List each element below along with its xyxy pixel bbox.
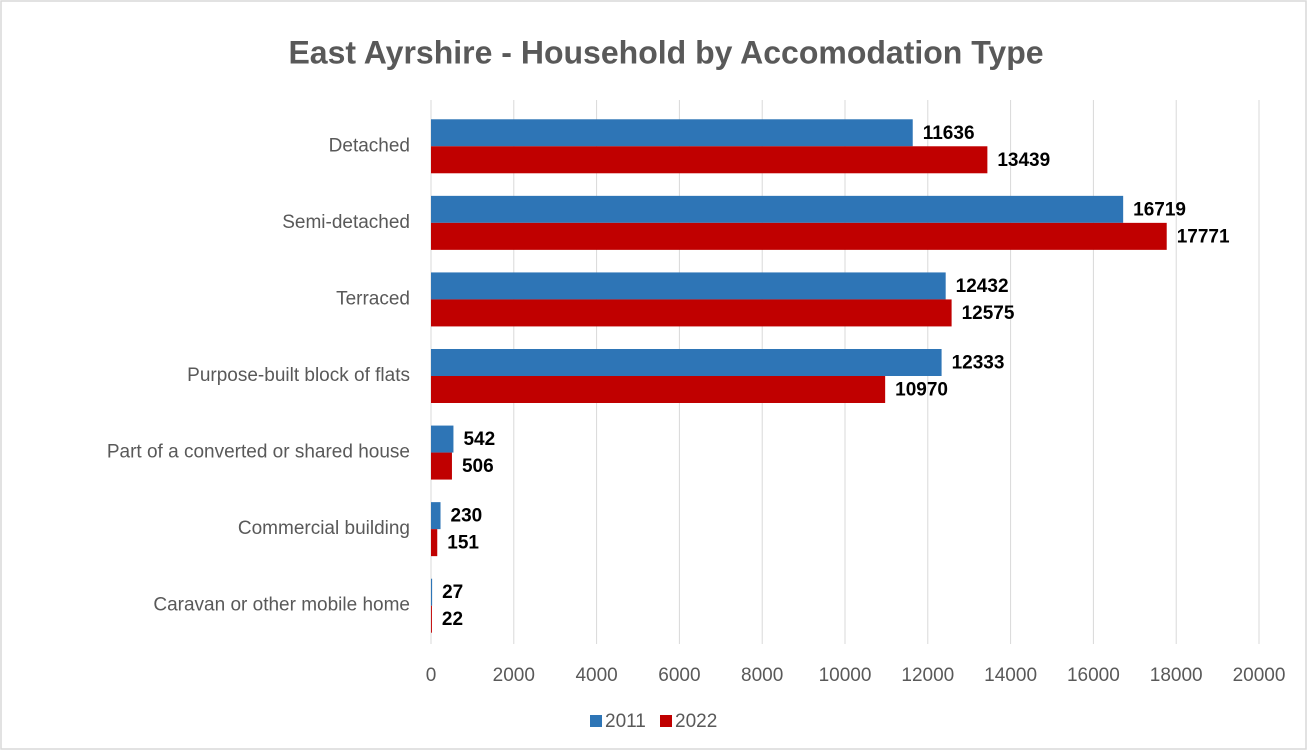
bar (431, 502, 441, 530)
legend-swatch (590, 715, 602, 727)
bar (431, 272, 946, 300)
bar (431, 578, 433, 606)
y-tick-label: Terraced (336, 288, 410, 309)
y-tick-label: Semi-detached (282, 212, 410, 233)
data-label: 22 (442, 609, 463, 630)
y-tick-label: Detached (329, 135, 410, 156)
x-tick-label: 6000 (658, 665, 700, 686)
data-label: 12333 (952, 353, 1005, 374)
data-label: 27 (442, 582, 463, 603)
x-tick-label: 12000 (901, 665, 954, 686)
x-tick-label: 10000 (819, 665, 872, 686)
x-tick-label: 4000 (575, 665, 617, 686)
data-label: 16719 (1133, 199, 1186, 220)
chart-title: East Ayrshire - Household by Accomodatio… (288, 34, 1043, 70)
legend-label: 2011 (605, 711, 646, 732)
bar (431, 349, 942, 376)
data-label: 151 (447, 533, 479, 554)
bar (431, 452, 452, 480)
data-label: 17771 (1177, 226, 1230, 247)
x-tick-label: 8000 (741, 665, 783, 686)
data-label: 12575 (962, 303, 1015, 324)
x-tick-label: 16000 (1067, 665, 1120, 686)
data-label: 230 (451, 506, 483, 527)
data-label: 12432 (956, 276, 1009, 297)
bar (431, 605, 432, 633)
x-tick-label: 18000 (1150, 665, 1203, 686)
x-tick-label: 2000 (493, 665, 535, 686)
x-tick-label: 14000 (984, 665, 1037, 686)
legend-swatch (660, 715, 672, 727)
bar (431, 195, 1124, 223)
data-label: 506 (462, 456, 494, 477)
data-label: 13439 (997, 150, 1050, 171)
bar (431, 425, 454, 453)
bar (431, 376, 886, 403)
bar (431, 119, 913, 147)
bar (431, 146, 988, 174)
x-tick-label: 20000 (1233, 665, 1286, 686)
data-label: 10970 (895, 380, 948, 401)
bar (431, 299, 952, 327)
x-tick-label: 0 (426, 665, 437, 686)
data-label: 542 (463, 429, 495, 450)
bar (431, 529, 438, 557)
bar (431, 222, 1167, 250)
legend-label: 2022 (675, 711, 717, 732)
y-tick-label: Part of a converted or shared house (107, 442, 410, 463)
y-tick-label: Purpose-built block of flats (187, 365, 410, 386)
y-tick-label: Commercial building (238, 518, 410, 539)
y-tick-label: Caravan or other mobile home (153, 595, 410, 616)
data-label: 11636 (923, 123, 975, 144)
